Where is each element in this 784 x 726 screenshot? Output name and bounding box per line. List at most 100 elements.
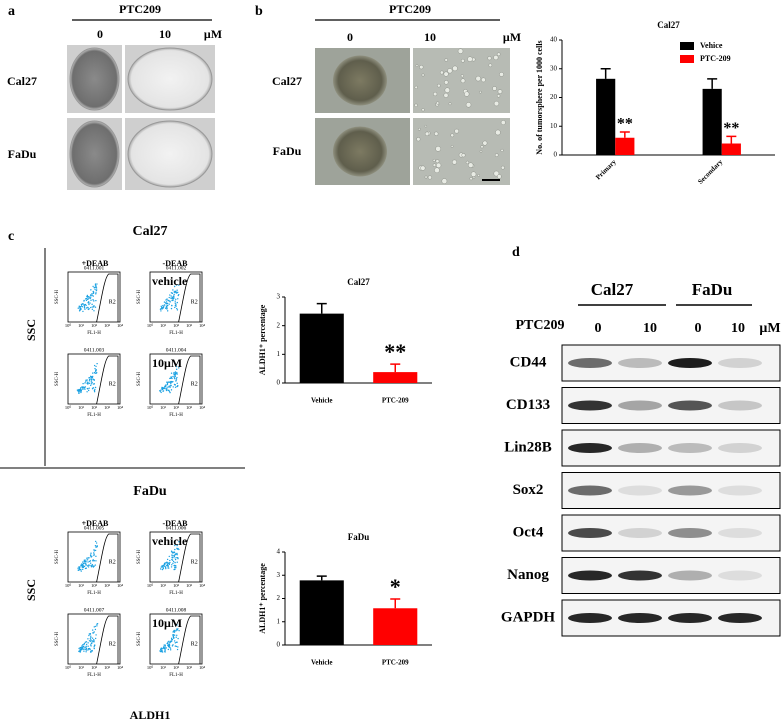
legend-entry: Vehice bbox=[700, 41, 723, 50]
event-dot bbox=[172, 289, 174, 291]
event-dot bbox=[82, 310, 84, 313]
event-dot bbox=[86, 381, 89, 383]
event-dot bbox=[91, 629, 94, 631]
event-dot bbox=[172, 380, 174, 383]
cell bbox=[424, 131, 430, 136]
event-dot bbox=[178, 293, 180, 296]
cell bbox=[433, 91, 438, 97]
event-dot bbox=[162, 387, 165, 390]
bar bbox=[596, 78, 616, 155]
event-dot bbox=[172, 295, 175, 297]
column-label: +DEAB bbox=[82, 259, 109, 268]
event-dot bbox=[93, 286, 95, 289]
flow-tick-label: 10⁰ bbox=[147, 405, 154, 410]
band bbox=[618, 443, 662, 453]
event-dot bbox=[169, 377, 171, 380]
flow-tick-label: 10² bbox=[173, 583, 180, 588]
annotation: ** bbox=[384, 339, 406, 364]
flow-tick-label: 10² bbox=[91, 323, 98, 328]
event-dot bbox=[172, 375, 174, 378]
event-dot bbox=[94, 283, 97, 285]
event-dot bbox=[84, 641, 87, 643]
event-dot bbox=[176, 554, 178, 556]
flow-tick-label: 10¹ bbox=[160, 583, 167, 588]
cell bbox=[493, 100, 500, 107]
event-dot bbox=[82, 648, 85, 650]
legend-swatch bbox=[680, 42, 694, 50]
band bbox=[718, 613, 762, 623]
event-dot bbox=[171, 377, 173, 380]
event-dot bbox=[79, 649, 82, 651]
event-dot bbox=[159, 568, 162, 570]
protein-label: GAPDH bbox=[501, 609, 555, 625]
event-dot bbox=[172, 636, 175, 638]
event-dot bbox=[96, 362, 98, 365]
axis-name: FL1-H bbox=[87, 413, 101, 418]
gate bbox=[178, 615, 201, 665]
cell bbox=[460, 78, 466, 84]
event-dot bbox=[95, 289, 98, 291]
cell bbox=[434, 131, 439, 136]
event-dot bbox=[93, 389, 96, 392]
event-dot bbox=[174, 371, 177, 373]
event-dot bbox=[168, 562, 170, 565]
event-dot bbox=[178, 548, 180, 551]
cell bbox=[464, 91, 470, 97]
cell bbox=[416, 137, 421, 142]
event-dot bbox=[175, 372, 177, 374]
event-dot bbox=[170, 295, 172, 297]
event-dot bbox=[87, 638, 89, 640]
band bbox=[568, 400, 612, 411]
sample-id: 0411.006 bbox=[166, 525, 187, 531]
event-dot bbox=[85, 381, 87, 383]
band bbox=[718, 443, 762, 453]
event-dot bbox=[77, 307, 79, 309]
dish bbox=[69, 47, 120, 111]
event-dot bbox=[170, 383, 172, 385]
event-dot bbox=[170, 372, 173, 374]
flow-tick-label: 10⁴ bbox=[199, 405, 206, 410]
flow-tick-label: 10³ bbox=[104, 665, 111, 670]
event-dot bbox=[78, 647, 80, 650]
dose: 0 bbox=[347, 30, 353, 44]
event-dot bbox=[165, 299, 167, 301]
event-dot bbox=[160, 648, 163, 650]
sample-id: 0411.005 bbox=[84, 525, 105, 531]
flow-tick-label: 10¹ bbox=[78, 583, 85, 588]
flow-tick-label: 10¹ bbox=[78, 323, 85, 328]
band bbox=[718, 358, 762, 368]
event-dot bbox=[89, 554, 92, 556]
gate bbox=[96, 273, 119, 323]
event-dot bbox=[169, 391, 171, 394]
cell bbox=[499, 72, 504, 77]
bar bbox=[721, 143, 741, 155]
cell bbox=[419, 65, 424, 70]
event-dot bbox=[95, 365, 97, 368]
column-label: -DEAB bbox=[163, 259, 189, 268]
event-dot bbox=[163, 646, 165, 649]
event-dot bbox=[89, 633, 91, 635]
event-dot bbox=[87, 389, 90, 392]
event-dot bbox=[87, 561, 89, 563]
event-dot bbox=[174, 564, 176, 567]
event-dot bbox=[173, 554, 176, 556]
cell bbox=[421, 108, 425, 112]
event-dot bbox=[91, 650, 93, 652]
event-dot bbox=[164, 651, 166, 653]
y-tick-label: 2 bbox=[277, 594, 281, 602]
event-dot bbox=[172, 298, 175, 300]
error-bar bbox=[390, 363, 401, 373]
chart-title: Cal27 bbox=[657, 20, 680, 30]
event-dot bbox=[94, 288, 96, 291]
event-dot bbox=[176, 634, 178, 637]
event-dot bbox=[173, 640, 176, 642]
flow-tick-label: 10¹ bbox=[78, 405, 85, 410]
flow-tick-label: 10⁴ bbox=[199, 665, 206, 670]
event-dot bbox=[171, 558, 173, 561]
y-axis-label: ALDH1⁺ percentage bbox=[258, 304, 267, 375]
event-dot bbox=[84, 560, 87, 563]
cell bbox=[497, 174, 502, 179]
event-dot bbox=[79, 389, 81, 392]
unit: μM bbox=[204, 27, 222, 41]
flow-tick-label: 10³ bbox=[186, 323, 193, 328]
